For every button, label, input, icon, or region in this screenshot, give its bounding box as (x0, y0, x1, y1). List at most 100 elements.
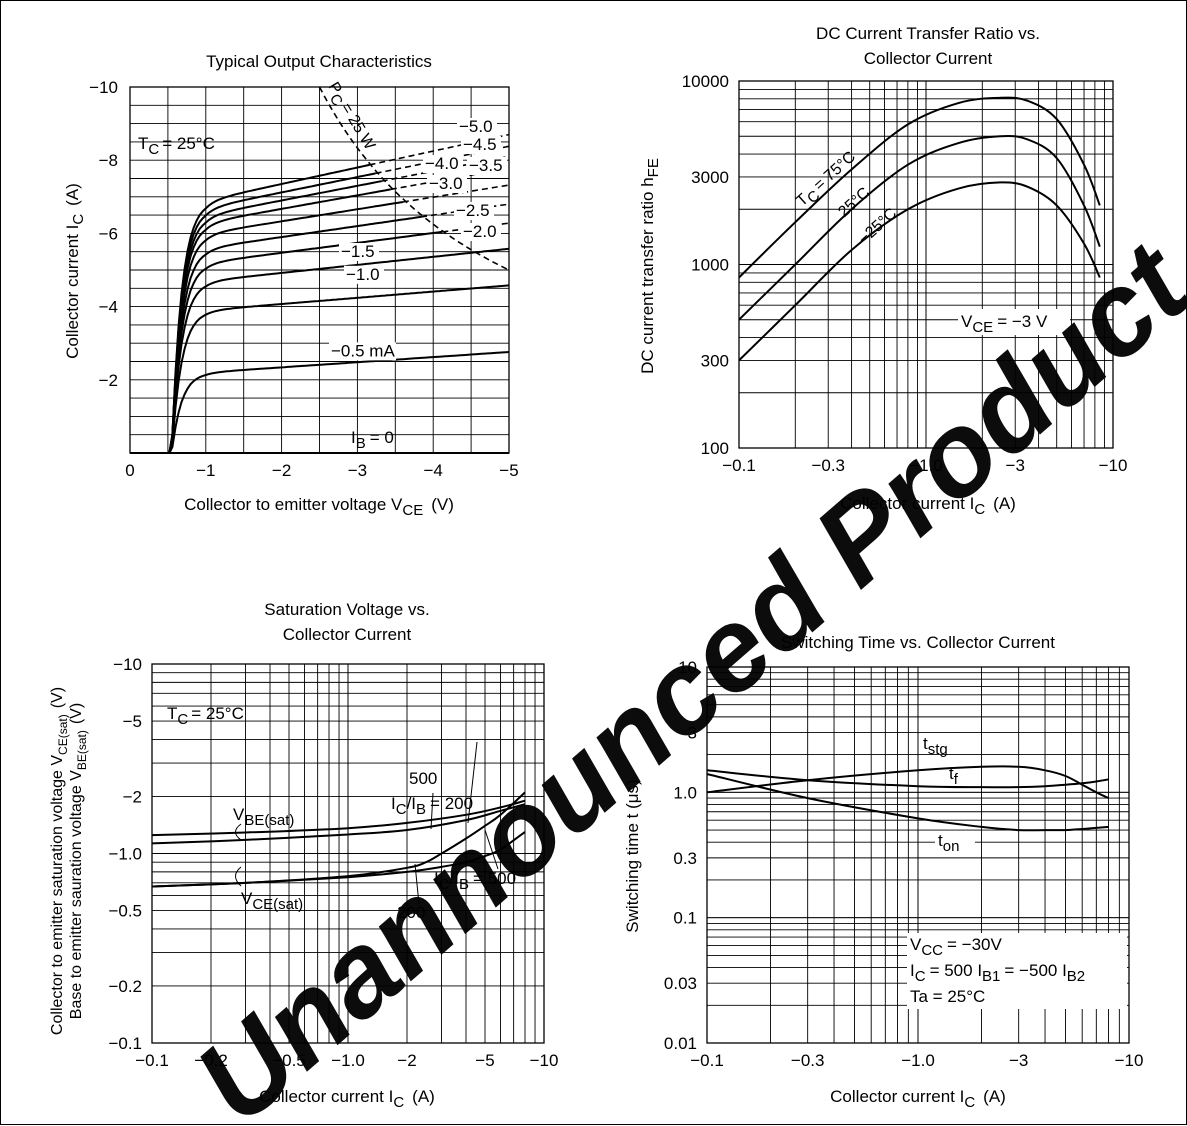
hfe-x-tick: −1.0 (909, 456, 943, 475)
sat-y-axis-label-2: Base to emitter sauration voltage VBE(sa… (68, 703, 89, 1019)
output-label-bg (461, 136, 501, 154)
switch-condition-ta: Ta = 25°C (910, 987, 985, 1006)
switch-ton-label: ton (938, 831, 959, 855)
output-y-tick: −6 (99, 224, 118, 243)
output-y-tick: −2 (99, 371, 118, 390)
output-curve-−5.0 (130, 163, 370, 454)
output-label-bg (467, 157, 507, 175)
output-label-bg (344, 265, 384, 284)
switch-x-tick: −3 (1009, 1051, 1028, 1070)
switch-x-tick: −10 (1115, 1051, 1144, 1070)
output-x-tick: 0 (125, 461, 134, 480)
hfe-plot-frame (738, 80, 1114, 449)
switch-y-tick: 0.3 (673, 849, 697, 868)
output-y-tick: −4 (99, 298, 118, 317)
sat-ratio-200-label: IC/IB = 200 (391, 794, 473, 818)
switch-tick-labels: −0.1 −0.3 −1.0 −3 −10 0.01 0.03 0.1 0.3 1.0 3 10 (664, 658, 1144, 1070)
output-curve-dashed-−3.0 (402, 184, 510, 203)
sat-x-tick: −5 (475, 1051, 494, 1070)
hfe-temp-minus25-label: −25°C (855, 205, 900, 248)
sat-curves (151, 791, 526, 888)
sat-num-500-label: 500 (409, 769, 437, 788)
output-curve-−1.0 (130, 284, 510, 454)
hfe-title-line2: Collector Current (864, 49, 993, 68)
hfe-x-tick: −0.1 (722, 456, 756, 475)
hfe-title: DC Current Transfer Ratio vs. (816, 24, 1040, 43)
output-x-tick: −5 (499, 461, 518, 480)
sat-title-line2: Collector Current (283, 625, 412, 644)
switch-curve-ton (706, 773, 1109, 832)
switch-title: Switching Time vs. Collector Current (781, 633, 1055, 652)
switch-y-tick: 0.03 (664, 974, 697, 993)
switch-x-tick: −1.0 (901, 1051, 935, 1070)
switch-tf-label: tf (949, 764, 959, 788)
sat-x-tick: −10 (530, 1051, 559, 1070)
sat-grid (151, 663, 545, 1044)
hfe-y-axis-label: DC current transfer ratio hFE (638, 158, 662, 374)
sat-num-200-label: 200 (397, 903, 425, 922)
switch-condition-ic: IC = 500 IB1 = −500 IB2 (910, 961, 1085, 985)
hfe-y-tick: 100 (701, 439, 729, 458)
output-label-bg (423, 155, 463, 173)
hfe-curves (738, 96, 1101, 362)
sat-curve-VBE(sat) IC/IB=200 (151, 799, 526, 837)
sat-curve-VBE(sat) IC/IB=500 (151, 803, 526, 845)
sat-ratio-500-label: IC/IB = 500 (434, 869, 516, 893)
sat-x-tick: −0.1 (135, 1051, 169, 1070)
sat-y-axis-label-1: Collector to emitter saturation voltage … (49, 687, 70, 1035)
output-curve-label-−1.0: −1.0 (346, 265, 380, 284)
switch-y-tick: 1.0 (673, 783, 697, 802)
hfe-y-tick: 10000 (682, 72, 729, 91)
output-x-tick: −4 (424, 461, 443, 480)
output-curve-label-−5.0: −5.0 (459, 117, 493, 136)
output-tick-labels: 0 −1 −2 −3 −4 −5 −2 −4 −6 −8 −10 (89, 78, 519, 480)
sat-leader-200-vbe (467, 741, 478, 824)
switch-plot-frame (706, 666, 1130, 1044)
sat-x-tick: −0.2 (194, 1051, 228, 1070)
output-curve-label-−3.0: −3.0 (429, 174, 463, 193)
output-curve-label-−1.5: −1.5 (341, 242, 375, 261)
output-x-tick: −2 (272, 461, 291, 480)
sat-leader-200-vce (414, 863, 420, 905)
output-curve-label-−3.5: −3.5 (469, 156, 503, 175)
sat-y-tick: −5 (123, 712, 142, 731)
chart-saturation: Saturation Voltage vs. Collector Current… (49, 600, 558, 1111)
sat-x-tick: −2 (397, 1051, 416, 1070)
hfe-temp-25-label: 25°C (835, 184, 873, 221)
sat-condition: TC = 25°C (167, 704, 244, 728)
sat-x-tick: −1.0 (331, 1051, 365, 1070)
output-curve-dashed-−5.0 (369, 133, 510, 166)
output-curve-−1.5 (130, 247, 510, 454)
hfe-x-tick: −0.3 (811, 456, 845, 475)
output-condition: TC = 25°C (138, 134, 215, 158)
output-x-axis-label: Collector to emitter voltage VCE (V) (184, 495, 454, 519)
sat-y-tick: −0.5 (108, 902, 142, 921)
hfe-y-tick: 1000 (691, 256, 729, 275)
output-curve-−0.5 mA (130, 351, 510, 454)
output-power-label: PC= 25 W (320, 79, 378, 156)
switch-curve-tstg (706, 765, 1110, 800)
sat-tick-labels: −0.1 −0.2 −0.5 −1.0 −2 −5 −10 −0.1 −0.2 −0.5 −1.0 −… (108, 655, 558, 1070)
hfe-condition: VCE = −3 V (961, 312, 1048, 336)
output-y-axis-label: Collector current IC(A) (63, 183, 87, 359)
output-label-bg (339, 243, 379, 262)
switch-curve-tf (706, 769, 1109, 789)
output-curve-label-−4.5: −4.5 (463, 135, 497, 154)
switch-x-axis-label: Collector current IC (A) (830, 1087, 1006, 1111)
switch-tstg-label: tstg (923, 734, 948, 758)
switch-y-tick: 3 (688, 724, 697, 743)
hfe-x-tick: −10 (1099, 456, 1128, 475)
sat-vce-brace (235, 866, 242, 887)
hfe-curve-−25°C (738, 181, 1101, 362)
output-curve-labels: −0.5 mA −1.0 −1.5 −2.0 −2.5 −3.0 −3.5 −4.0−4.5−… (329, 117, 507, 361)
hfe-x-axis-label: Collector current IC (A) (840, 494, 1016, 518)
output-x-tick: −3 (348, 461, 367, 480)
output-y-tick: −8 (99, 151, 118, 170)
hfe-y-tick: 3000 (691, 168, 729, 187)
switch-x-tick: −0.3 (791, 1051, 825, 1070)
output-curve-label-−4.0: −4.0 (425, 154, 459, 173)
output-title: Typical Output Characteristics (206, 52, 432, 71)
sat-y-tick: −1.0 (108, 845, 142, 864)
output-curve-−2.0 (130, 230, 443, 454)
